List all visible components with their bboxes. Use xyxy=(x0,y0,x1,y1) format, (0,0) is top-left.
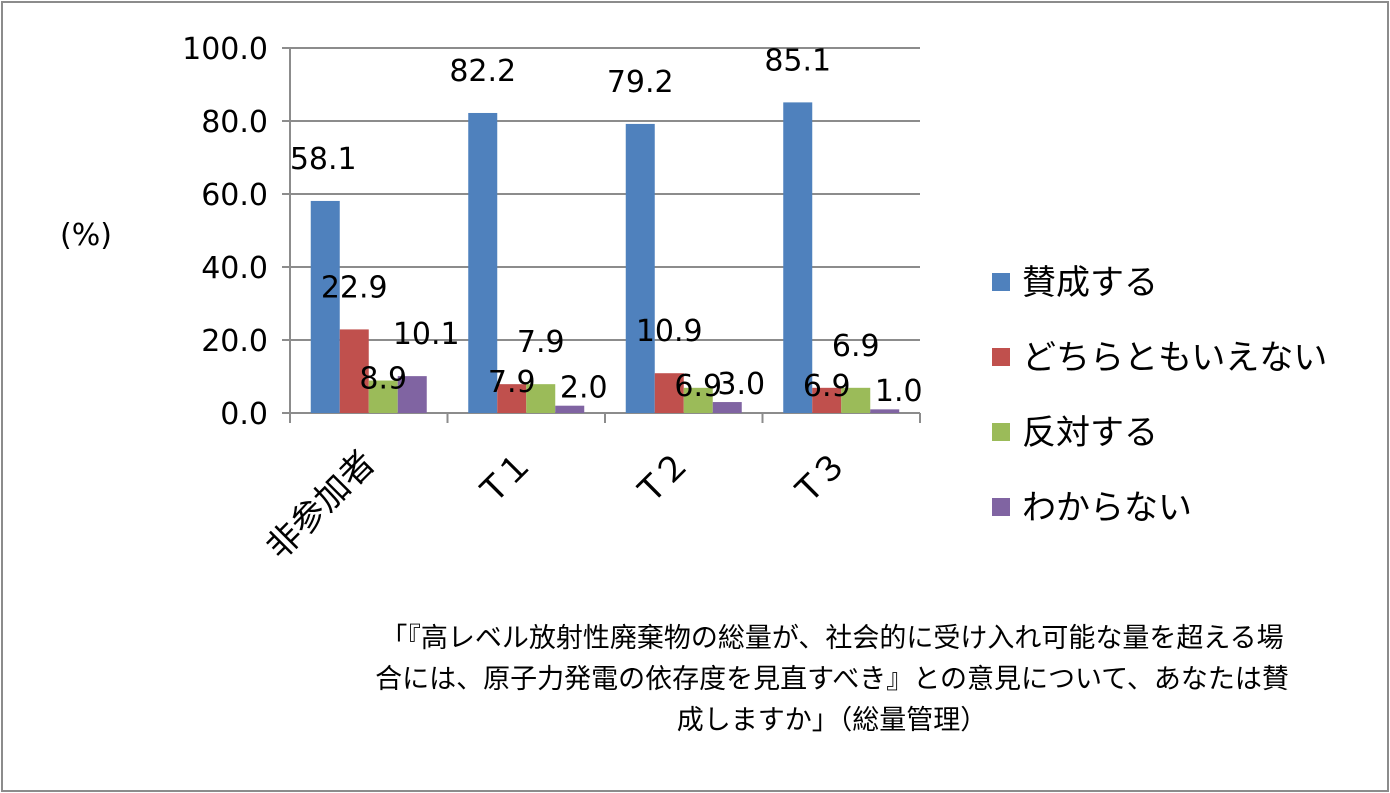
data-label: 2.0 xyxy=(560,371,608,406)
y-tick-label: 100.0 xyxy=(182,32,268,67)
bar-1-1 xyxy=(497,384,527,413)
y-tick-label: 80.0 xyxy=(201,105,268,140)
bar-3-0 xyxy=(397,376,427,413)
data-label: 3.0 xyxy=(717,367,765,402)
legend-swatch xyxy=(992,498,1010,516)
data-label: 79.2 xyxy=(607,65,674,100)
data-label: 82.2 xyxy=(449,54,516,89)
bar-1-2 xyxy=(654,373,684,413)
bar-2-3 xyxy=(841,387,871,413)
bar-0-2 xyxy=(625,123,655,414)
data-label: 8.9 xyxy=(359,362,407,397)
legend-label: どちらともいえない xyxy=(1022,338,1327,378)
bar-3-1 xyxy=(555,405,585,413)
legend-swatch xyxy=(992,423,1010,441)
category-label: T１ xyxy=(473,443,541,511)
bar-2-1 xyxy=(526,384,556,413)
caption-line-3: 成しますか」（総量管理） xyxy=(676,705,988,736)
y-tick-label: 40.0 xyxy=(201,251,268,286)
chart-caption: 「『高レベル放射性廃棄物の総量が、社会的に受け入れ可能な量を超える場 合には、原… xyxy=(292,618,1372,741)
data-label: 7.9 xyxy=(517,325,565,360)
gridlines xyxy=(290,47,920,341)
category-labels: 非参加者 T１ T２ T３ xyxy=(259,443,856,567)
data-label: 10.1 xyxy=(393,317,460,352)
bar-3-3 xyxy=(870,409,900,413)
caption-line-2: 合には、原子力発電の依存度を見直すべき』との意見について、あなたは賛 xyxy=(375,664,1289,695)
bar-2-2 xyxy=(683,387,713,413)
y-axis-label: (%) xyxy=(60,218,112,253)
category-label: T２ xyxy=(630,443,698,511)
bar-3-2 xyxy=(712,402,742,413)
data-label: 22.9 xyxy=(321,270,388,305)
bar-0-0 xyxy=(310,200,340,413)
bar-2-0 xyxy=(368,380,398,413)
data-label: 6.9 xyxy=(674,369,722,404)
caption-line-1: 「『高レベル放射性廃棄物の総量が、社会的に受け入れ可能な量を超える場 xyxy=(380,623,1284,654)
category-label: 非参加者 xyxy=(259,443,383,567)
data-label: 6.9 xyxy=(832,329,880,364)
legend-label: 反対する xyxy=(1022,413,1158,453)
bar-1-0 xyxy=(339,329,369,413)
data-label: 58.1 xyxy=(290,142,357,177)
legend-label: 賛成する xyxy=(1022,263,1158,303)
data-label: 10.9 xyxy=(636,314,703,349)
legend-label: わからない xyxy=(1022,488,1192,528)
data-label: 7.9 xyxy=(488,365,536,400)
legend-swatch xyxy=(992,348,1010,366)
bar-0-1 xyxy=(468,112,498,413)
y-tick-label: 0.0 xyxy=(220,397,268,432)
y-tick-label: 60.0 xyxy=(201,178,268,213)
bars xyxy=(310,102,900,414)
data-labels: 58.1 82.2 79.2 85.1 22.9 7.9 10.9 6.9 8.9 7.9 6.9 6… xyxy=(290,43,923,409)
legend-swatch xyxy=(992,273,1010,291)
category-label: T３ xyxy=(788,443,856,511)
y-tick-label: 20.0 xyxy=(201,324,268,359)
data-label: 1.0 xyxy=(875,374,923,409)
data-label: 85.1 xyxy=(764,43,831,78)
bar-0-3 xyxy=(783,102,813,413)
bar-1-3 xyxy=(812,387,842,413)
data-label: 6.9 xyxy=(803,369,851,404)
axes: 0.0 20.0 40.0 60.0 80.0 100.0 xyxy=(182,32,921,432)
